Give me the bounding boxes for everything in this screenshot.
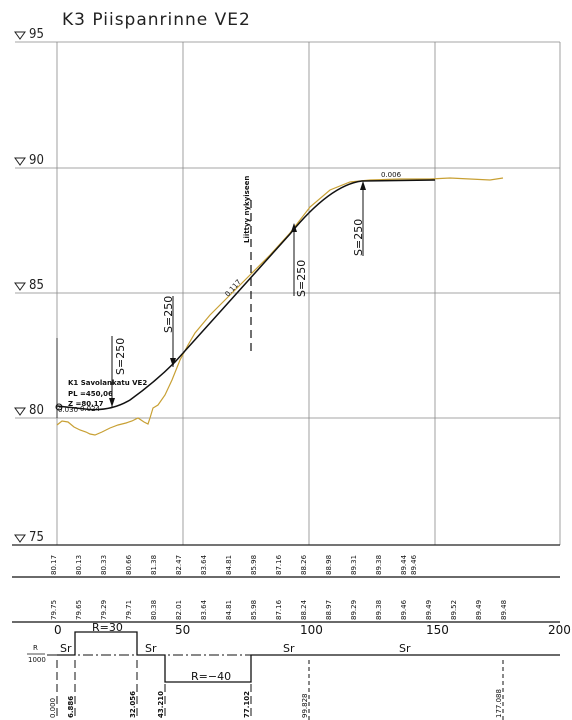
curvature-point-label: 99.828: [301, 694, 309, 719]
curvature-point-label: 0.000: [49, 698, 57, 718]
chainage-label-100: 100: [300, 623, 323, 637]
ground-elevation-value: 89.38: [375, 600, 383, 620]
elevation-label-85: 85: [29, 278, 44, 293]
design-elevation-value: 83.64: [200, 554, 208, 575]
elevation-label-80: 80: [29, 403, 44, 418]
connect-label: Liittyy nykyiseen: [243, 176, 251, 243]
grid: [56, 41, 561, 545]
elevation-marker-95: 95: [14, 27, 57, 43]
ground-elevation-value: 89.48: [500, 600, 508, 620]
ground-elevation-value: 80.38: [150, 600, 158, 620]
curvature-point-label: 43.210: [157, 691, 165, 718]
design-elevation-value: 85.98: [250, 555, 258, 575]
elevation-marker-80: 80: [14, 403, 57, 419]
design-elevation-value: 80.33: [100, 555, 108, 575]
ground-elevation-value: 89.29: [350, 600, 358, 620]
design-elevation-value: 88.98: [325, 555, 333, 575]
start-point: [55, 403, 63, 411]
elevation-marker-90: 90: [14, 153, 57, 169]
curvature-point-label: 77.102: [243, 691, 251, 718]
design-elevation-value: 80.13: [75, 555, 83, 575]
design-elevation-value: 87.16: [275, 554, 283, 575]
r-label-1: R=30: [92, 621, 123, 634]
design-elevation-value: 80.66: [125, 554, 133, 575]
ground-elevation-value: 88.97: [325, 600, 333, 620]
curvature-diagram: R 1000 Sr R=30 Sr R=−40 Sr Sr: [27, 621, 560, 683]
slope-label-2: 0.024: [80, 405, 101, 413]
ground-elevation-value: 79.75: [50, 600, 58, 620]
chainage-label-50: 50: [175, 623, 190, 637]
elevation-label-95: 95: [29, 27, 44, 42]
curve-label-1: S=250: [114, 338, 127, 375]
ground-elevation-value: 79.71: [125, 600, 133, 620]
design-elevation-row: 80.17 80.13 80.33 80.66 81.38 82.47 83.64 84.81…: [50, 554, 418, 575]
ground-line: [56, 177, 504, 436]
design-elevation-value: 89.46: [410, 554, 418, 575]
curve-markers: [109, 181, 366, 407]
elevation-marker-85: 85: [14, 278, 57, 294]
chainage-label-0: 0: [54, 623, 62, 637]
chainage-label-150: 150: [426, 623, 449, 637]
curvature-point-label: 32.056: [129, 691, 137, 718]
ground-elevation-value: 89.49: [425, 600, 433, 620]
ground-elevation-value: 79.29: [100, 600, 108, 620]
elevation-label-75: 75: [29, 530, 44, 545]
curvature-point-label: 177.088: [495, 689, 503, 718]
curvature-r-unit: 1000: [28, 656, 46, 664]
design-elevation-value: 88.26: [300, 554, 308, 575]
data-table: [12, 576, 560, 623]
design-elevation-value: 89.38: [375, 555, 383, 575]
ground-elevation-value: 89.52: [450, 600, 458, 620]
curve-label-4: S=250: [352, 219, 365, 256]
k1-annotation-line2: PL =450,06: [68, 390, 113, 398]
chainage-label-200: 200: [548, 623, 571, 637]
curvature-points: 0.000 6.886 32.056 43.210 77.102 99.828 177.08…: [49, 660, 504, 720]
ground-elevation-value: 87.16: [275, 599, 283, 620]
slope-label-4: 0.006: [381, 171, 402, 179]
design-elevation-value: 84.81: [225, 555, 233, 575]
design-elevation-value: 81.38: [150, 555, 158, 575]
design-elevation-value: 89.44: [400, 554, 408, 575]
sr-label-2: Sr: [145, 642, 157, 655]
curvature-r-label: R: [33, 644, 38, 652]
r-label-2: R=−40: [191, 670, 231, 683]
k1-annotation-line3: Z =80,17: [68, 400, 104, 408]
curvature-point-label: 6.886: [67, 696, 75, 718]
ground-elevation-value: 89.49: [475, 600, 483, 620]
elevation-markers: 95 90 85 80 75: [14, 27, 57, 545]
sr-label-4: Sr: [399, 642, 411, 655]
design-line: [56, 179, 436, 411]
ground-elevation-value: 84.81: [225, 600, 233, 620]
ground-elevation-value: 89.46: [400, 599, 408, 620]
design-elevation-value: 82.47: [175, 555, 183, 575]
sr-label-1: Sr: [60, 642, 72, 655]
elevation-label-90: 90: [29, 153, 44, 168]
slope-label-3: 0.117: [224, 278, 243, 298]
ground-elevation-value: 79.65: [75, 600, 83, 620]
ground-elevation-value: 88.24: [300, 599, 308, 620]
design-elevation-value: 80.17: [50, 555, 58, 575]
sr-label-3: Sr: [283, 642, 295, 655]
ground-elevation-value: 83.64: [200, 599, 208, 620]
slope-label-1: 0.030: [58, 406, 78, 414]
ground-elevation-value: 82.01: [175, 600, 183, 620]
design-elevation-value: 89.31: [350, 555, 358, 575]
ground-elevation-row: 79.75 79.65 79.29 79.71 80.38 82.01 83.64 84.81…: [50, 599, 508, 620]
ground-elevation-value: 85.98: [250, 600, 258, 620]
curve-label-3: S=250: [295, 260, 308, 297]
drawing-title: K3 Piispanrinne VE2: [62, 10, 251, 30]
k1-annotation-line1: K1 Savolankatu VE2: [68, 379, 147, 387]
curve-label-2: S=250: [162, 296, 175, 333]
elevation-marker-75: 75: [14, 530, 44, 545]
